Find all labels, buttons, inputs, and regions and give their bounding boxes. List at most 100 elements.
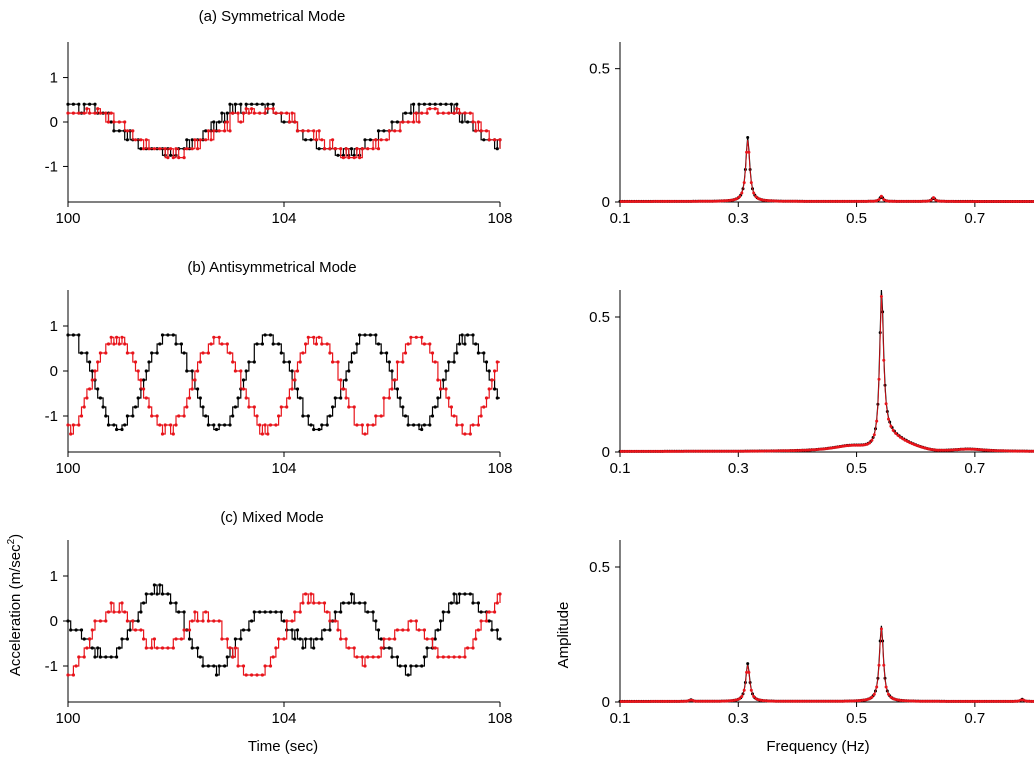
data-point (201, 619, 205, 623)
data-point (374, 333, 378, 337)
data-point (358, 333, 362, 337)
data-point (131, 414, 135, 418)
x-tick-label: 104 (271, 210, 296, 227)
data-point (816, 699, 819, 703)
data-point (447, 111, 451, 115)
x-tick-label: 0.1 (610, 210, 631, 227)
data-point (733, 449, 737, 453)
data-point (139, 147, 143, 151)
data-point (447, 610, 451, 614)
panel-5: 100 104 108 1 0 -1 (45, 540, 513, 727)
data-point (849, 699, 853, 703)
data-point (104, 111, 108, 115)
data-point (93, 102, 97, 106)
data-point (870, 199, 874, 203)
data-point (839, 199, 843, 203)
data-point (355, 423, 359, 427)
data-point (333, 396, 337, 400)
data-point (835, 199, 838, 203)
data-point (457, 592, 462, 596)
data-point (785, 699, 789, 703)
data-point (77, 111, 81, 115)
data-point (212, 129, 216, 133)
data-point (716, 699, 720, 703)
data-point (1012, 449, 1016, 453)
data-point (941, 199, 945, 203)
data-point (1024, 449, 1028, 453)
data-point (650, 449, 654, 453)
data-point (401, 628, 405, 632)
data-point (924, 699, 928, 703)
amplitude-ylabel: Amplitude (555, 602, 572, 669)
data-point (166, 592, 170, 596)
data-point (142, 637, 146, 641)
data-point (433, 102, 437, 106)
data-point (922, 699, 926, 703)
data-point (182, 628, 186, 632)
data-point (967, 447, 971, 451)
data-point (368, 333, 372, 337)
data-point (771, 449, 775, 453)
data-point (995, 449, 999, 453)
data-point (366, 655, 370, 659)
data-point (306, 129, 310, 133)
data-point (711, 449, 715, 453)
data-point (484, 360, 489, 364)
data-point (277, 342, 281, 346)
data-point (239, 102, 243, 106)
data-point (371, 655, 375, 659)
x-tick-label: 104 (271, 710, 296, 727)
data-point (233, 369, 237, 373)
data-point (117, 342, 121, 346)
data-point (366, 423, 370, 427)
data-point (452, 592, 456, 596)
data-point (669, 199, 673, 203)
data-point (282, 619, 286, 623)
data-point (341, 156, 345, 160)
data-point (752, 449, 756, 453)
data-point (320, 138, 324, 142)
data-point (929, 699, 933, 703)
data-point (903, 699, 907, 703)
data-point (317, 601, 321, 605)
data-point (704, 199, 708, 203)
data-point (88, 360, 92, 364)
data-point (82, 637, 86, 641)
data-point (887, 417, 890, 421)
data-point (801, 448, 805, 452)
data-point (752, 191, 756, 195)
data-point (638, 200, 642, 203)
data-point (920, 199, 924, 203)
data-point (742, 181, 746, 185)
data-point (360, 655, 364, 659)
data-point (901, 699, 905, 703)
data-point (328, 414, 332, 418)
data-point (775, 699, 779, 703)
data-point (629, 700, 633, 703)
data-point (309, 592, 313, 596)
data-point (166, 156, 170, 160)
data-point (629, 449, 633, 453)
data-point (71, 102, 75, 106)
data-point (325, 423, 329, 427)
data-point (887, 199, 890, 203)
data-point (166, 646, 170, 650)
data-point (830, 199, 834, 203)
data-point (290, 619, 294, 623)
data-point (685, 199, 689, 203)
data-point (633, 200, 637, 203)
data-point (174, 342, 178, 346)
data-point (444, 387, 448, 391)
data-point (287, 360, 291, 364)
data-point (206, 423, 210, 427)
data-point (463, 432, 467, 436)
data-point (787, 699, 791, 703)
y-tick-label: 0 (602, 444, 610, 461)
data-point (112, 610, 116, 614)
data-point (325, 610, 329, 614)
data-point (266, 107, 270, 111)
data-point (449, 601, 453, 605)
data-point (766, 199, 770, 203)
data-point (917, 199, 921, 203)
data-point (376, 655, 381, 659)
